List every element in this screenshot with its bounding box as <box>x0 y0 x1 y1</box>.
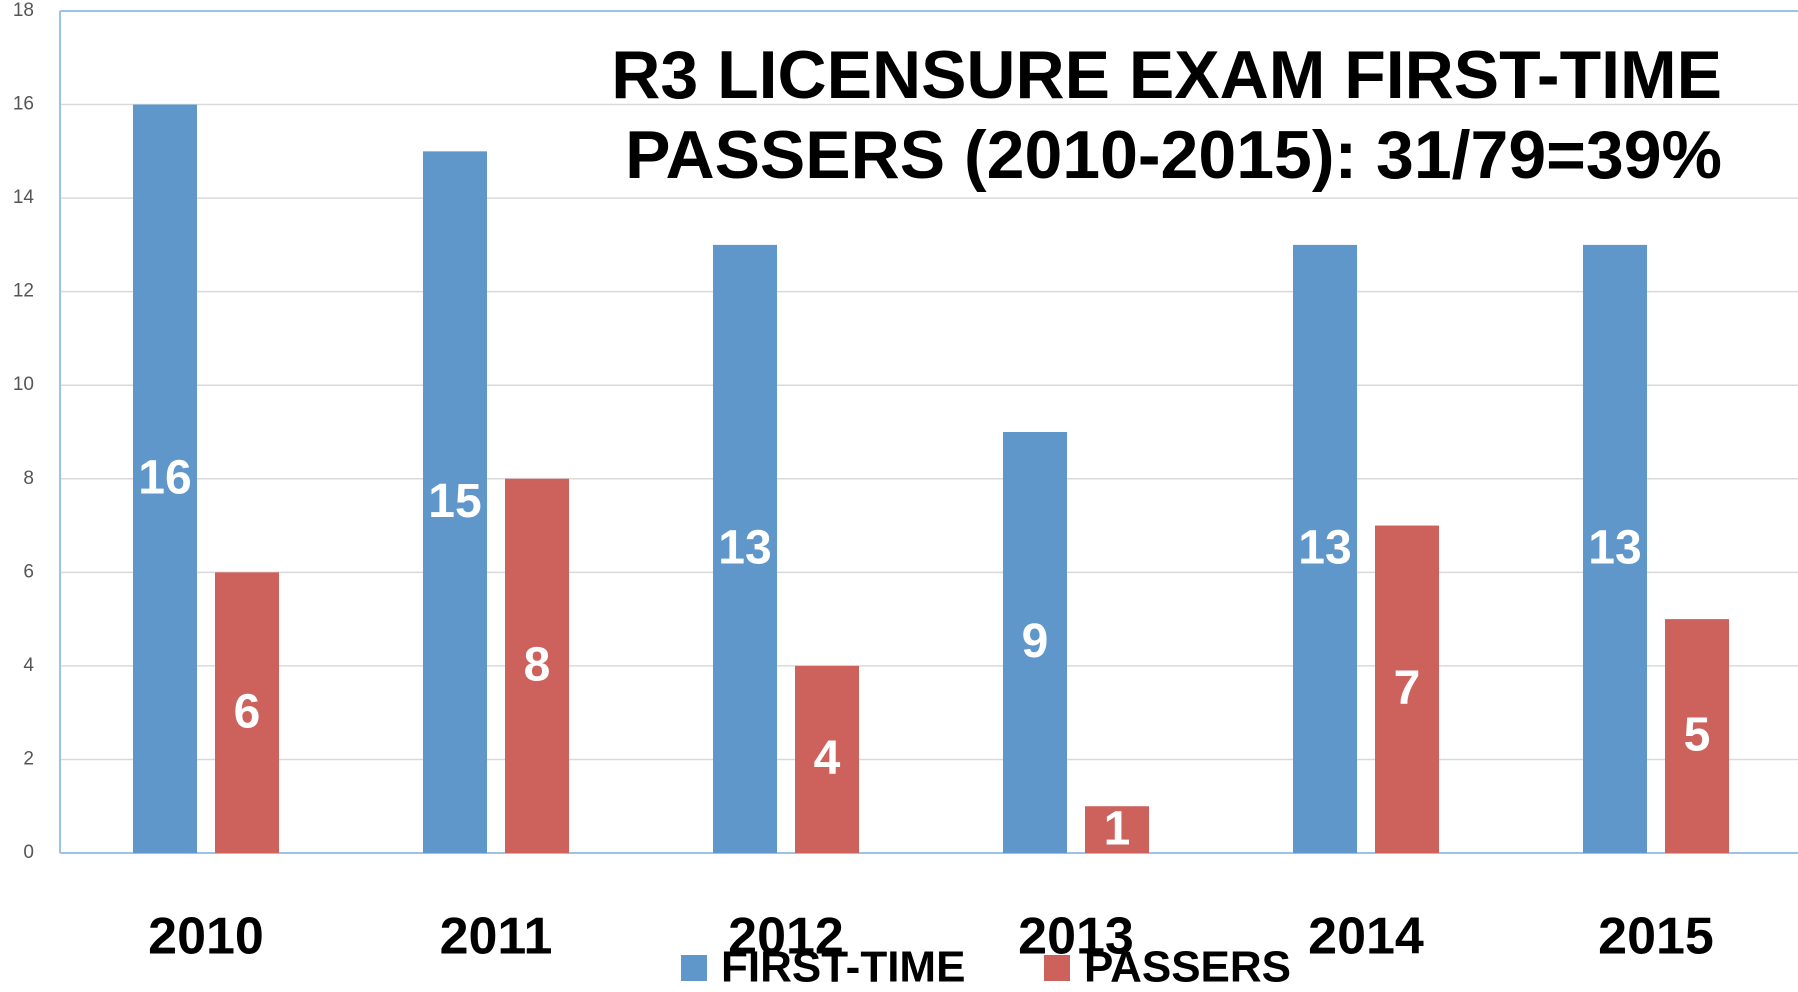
bar <box>1375 525 1439 853</box>
bar <box>1293 244 1357 853</box>
bar <box>423 151 487 854</box>
y-tick-label: 4 <box>23 655 34 676</box>
y-tick-label: 18 <box>13 0 34 21</box>
y-tick-label: 14 <box>13 187 35 208</box>
data-label: 15 <box>428 475 481 528</box>
x-tick-label: 2014 <box>1308 908 1424 966</box>
chart-title: PASSERS (2010-2015): 31/79=39% <box>625 117 1722 193</box>
bar <box>215 572 279 853</box>
x-tick-label: 2010 <box>148 908 264 966</box>
data-label: 13 <box>718 522 771 575</box>
y-tick-label: 2 <box>23 748 34 769</box>
data-label: 1 <box>1104 802 1131 855</box>
data-label: 16 <box>138 451 191 504</box>
bar <box>795 665 859 853</box>
y-tick-label: 12 <box>13 281 34 302</box>
bar <box>1665 619 1729 853</box>
bar <box>1583 244 1647 853</box>
data-label: 9 <box>1022 615 1049 668</box>
legend-swatch <box>681 955 707 981</box>
x-tick-label: 2013 <box>1018 908 1134 966</box>
y-tick-label: 16 <box>13 94 34 115</box>
bar <box>713 244 777 853</box>
y-tick-label: 6 <box>23 561 34 582</box>
chart-title: R3 LICENSURE EXAM FIRST-TIME <box>611 37 1722 113</box>
bar <box>505 478 569 853</box>
x-tick-label: 2012 <box>728 908 844 966</box>
data-label: 6 <box>234 685 261 738</box>
legend-swatch <box>1044 955 1070 981</box>
data-label: 4 <box>814 732 841 785</box>
legend-label: FIRST-TIME <box>721 943 965 992</box>
data-label: 7 <box>1394 662 1421 715</box>
bar <box>1085 806 1149 853</box>
bar <box>133 104 197 854</box>
data-label: 13 <box>1588 522 1641 575</box>
data-label: 5 <box>1684 709 1711 762</box>
legend-label: PASSERS <box>1084 943 1291 992</box>
y-tick-label: 10 <box>13 374 34 395</box>
data-label: 13 <box>1298 522 1351 575</box>
y-tick-label: 8 <box>23 468 34 489</box>
y-tick-label: 0 <box>23 842 34 863</box>
bar <box>1003 432 1067 853</box>
data-label: 8 <box>524 639 551 692</box>
x-tick-label: 2015 <box>1598 908 1714 966</box>
x-tick-label: 2011 <box>440 908 553 966</box>
